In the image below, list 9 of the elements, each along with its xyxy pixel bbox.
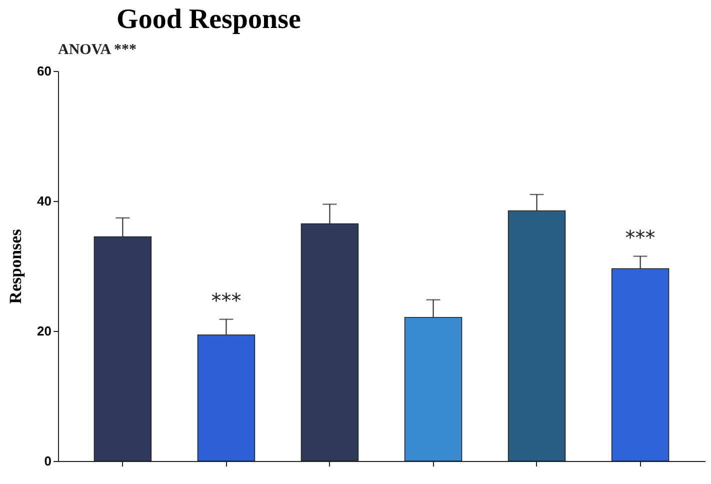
y-axis-title: Responses [6, 228, 26, 304]
y-tick-label: 20 [37, 324, 52, 338]
y-tick-label: 0 [44, 454, 52, 468]
y-tick-label: 60 [37, 64, 52, 78]
y-tick-label: 40 [37, 194, 52, 208]
annotation: *** [625, 225, 656, 250]
text: ANOVA *** [58, 42, 136, 58]
annotation: *** [211, 288, 242, 312]
chart-title: Good Response [116, 4, 301, 35]
